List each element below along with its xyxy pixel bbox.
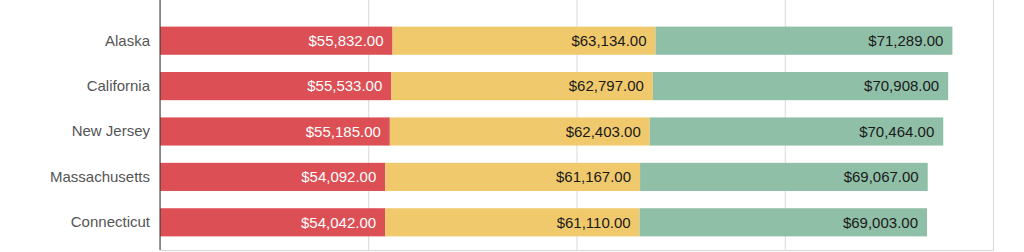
- y-tick: New Jersey: [72, 122, 160, 139]
- y-tick: California: [87, 77, 160, 94]
- bar-segment: [640, 208, 927, 236]
- x-axis: [161, 0, 994, 251]
- data-label: $55,832.00: [308, 32, 383, 49]
- y-tick: Connecticut: [71, 213, 160, 230]
- data-label: $63,134.00: [571, 32, 646, 49]
- data-label: $70,908.00: [864, 77, 939, 94]
- bar-segment: [385, 208, 640, 236]
- bars: [160, 27, 952, 237]
- bar-segment: [385, 163, 640, 191]
- data-label: $62,797.00: [569, 77, 644, 94]
- category-label: New Jersey: [72, 122, 151, 139]
- category-label: Massachusetts: [50, 168, 150, 185]
- bar-segment: [160, 208, 385, 236]
- bar-segment: [393, 27, 656, 55]
- x-axis-line: [161, 250, 994, 251]
- data-label: $55,185.00: [306, 123, 381, 140]
- chart: $55,832.00 $63,134.00 $71,289.00 $55,533.00…: [0, 0, 1024, 252]
- bar-segment: [160, 163, 385, 191]
- grid-line: [993, 0, 994, 250]
- data-label: $55,533.00: [307, 77, 382, 94]
- category-label: Connecticut: [71, 213, 151, 230]
- x-tick: [993, 0, 994, 250]
- bar-segment: [653, 72, 948, 100]
- data-label: $62,403.00: [566, 123, 641, 140]
- data-label: $61,167.00: [556, 168, 631, 185]
- y-tick: Massachusetts: [50, 168, 160, 185]
- data-label: $69,067.00: [844, 168, 919, 185]
- y-tick: Alaska: [105, 32, 160, 49]
- y-axis: Alaska California New Jersey Massachusetts C…: [50, 0, 160, 250]
- bar-segment: [160, 117, 390, 145]
- data-labels: $55,832.00 $63,134.00 $71,289.00 $55,533.00…: [301, 32, 943, 231]
- bar-segment: [650, 117, 943, 145]
- data-label: $70,464.00: [859, 123, 934, 140]
- data-label: $61,110.00: [557, 214, 631, 231]
- bar-segment: [160, 27, 393, 55]
- bar-segment: [655, 27, 952, 55]
- data-label: $69,003.00: [843, 214, 918, 231]
- category-label: California: [87, 77, 151, 94]
- bar-segment: [391, 72, 653, 100]
- data-label: $54,042.00: [301, 214, 376, 231]
- bar-segment: [640, 163, 928, 191]
- bar-segment: [390, 117, 650, 145]
- data-label: $71,289.00: [868, 32, 943, 49]
- bar-segment: [160, 72, 391, 100]
- category-label: Alaska: [105, 32, 151, 49]
- data-label: $54,092.00: [301, 168, 376, 185]
- y-axis-line: [160, 0, 161, 250]
